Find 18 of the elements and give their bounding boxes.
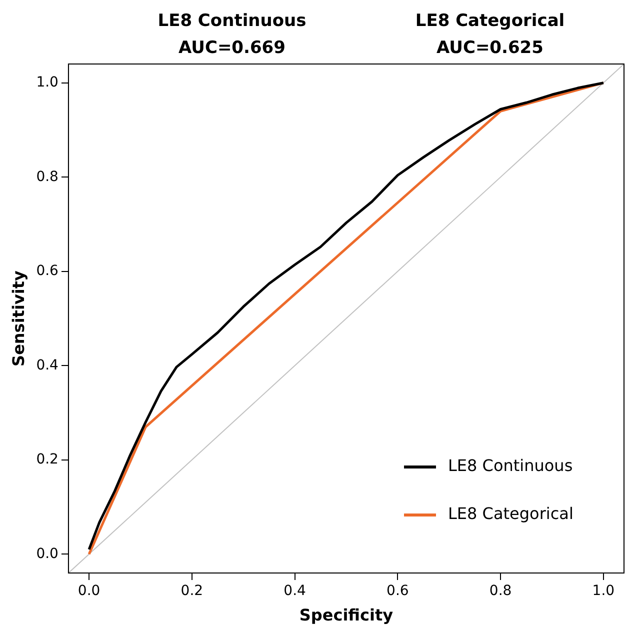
legend-label: LE8 Categorical xyxy=(448,504,574,524)
legend-label: LE8 Continuous xyxy=(448,456,573,476)
x-tick-label: 0.8 xyxy=(489,583,512,600)
y-tick-label: 0.0 xyxy=(36,546,58,562)
y-tick-label: 0.8 xyxy=(36,168,58,185)
x-tick-label: 0.0 xyxy=(78,583,100,600)
x-tick-label: 0.2 xyxy=(180,583,204,600)
y-tick-label: 0.2 xyxy=(36,452,58,468)
y-tick-label: 0.6 xyxy=(36,263,59,280)
x-tick-label: 0.6 xyxy=(386,583,409,600)
text: LE8 Categorical AUC=0.625 xyxy=(415,10,565,60)
y-tick-label: 0.4 xyxy=(36,357,59,374)
y-axis-title: Sensitivity xyxy=(8,270,28,366)
x-tick-label: 0.4 xyxy=(284,583,306,600)
x-tick-label: 1.0 xyxy=(592,583,615,600)
text: LE8 Continuous AUC=0.669 xyxy=(158,10,306,60)
x-axis-title: Specificity xyxy=(299,606,394,625)
y-tick-label: 1.0 xyxy=(36,74,58,90)
